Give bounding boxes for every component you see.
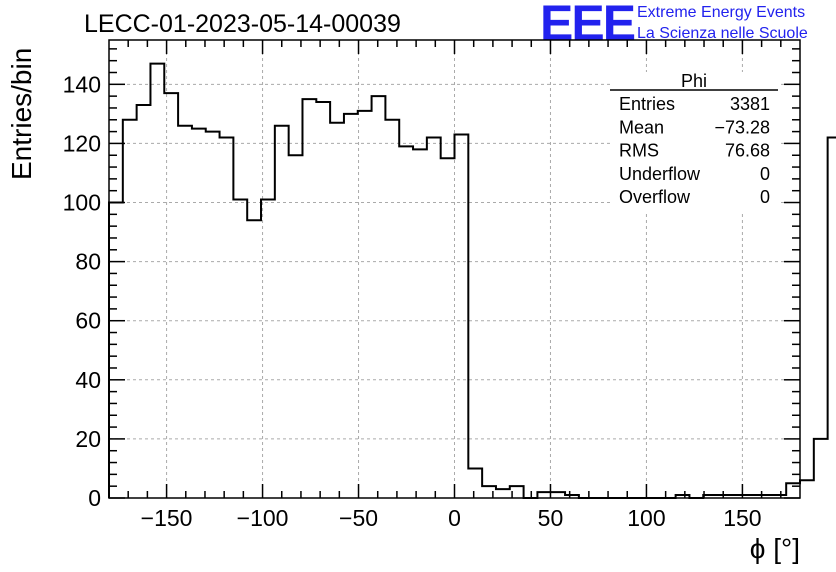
stats-label: RMS	[619, 141, 659, 161]
y-tick-label: 60	[75, 308, 101, 334]
logo-subtitle-line2: La Scienza nelle Scuole	[637, 25, 808, 42]
tick-labels: −150 −100 −50 0 50 100 150 0 20 40 60 80 100 120 140	[63, 71, 762, 531]
stats-label: Underflow	[619, 164, 701, 184]
y-tick-label: 0	[88, 485, 101, 511]
stats-label: Mean	[619, 117, 664, 137]
stats-value: 0	[760, 164, 770, 184]
stats-value: 0	[760, 187, 770, 207]
y-axis-title: Entries/bin	[6, 48, 37, 180]
x-tick-label: 0	[448, 505, 461, 531]
stats-label: Entries	[619, 94, 675, 114]
logo-subtitle-line1: Extreme Energy Events	[637, 4, 806, 21]
x-tick-label: 100	[627, 505, 665, 531]
x-tick-label: 50	[538, 505, 564, 531]
stats-rows: Entries 3381 Mean −73.28 RMS 76.68 Underflow 0 O…	[619, 94, 770, 207]
y-tick-label: 80	[75, 249, 101, 275]
stats-value: 3381	[730, 94, 770, 114]
x-axis-title: ϕ [°]	[750, 533, 800, 564]
y-tick-label: 20	[75, 426, 101, 452]
stats-box: Phi Entries 3381 Mean −73.28 RMS 76.68 Underfl…	[610, 71, 778, 212]
axes	[108, 39, 801, 499]
stats-box-background	[610, 72, 778, 212]
x-tick-label: −50	[339, 505, 378, 531]
stats-value: 76.68	[725, 141, 770, 161]
stats-value: −73.28	[714, 117, 770, 137]
x-tick-label: −100	[237, 505, 289, 531]
stats-box-title: Phi	[681, 71, 707, 91]
y-tick-label: 40	[75, 367, 101, 393]
grid-lines	[109, 40, 800, 498]
x-tick-label: −150	[141, 505, 193, 531]
y-tick-label: 120	[63, 130, 101, 156]
x-tick-label: 150	[723, 505, 761, 531]
stats-label: Overflow	[619, 187, 691, 207]
chart-title: LECC-01-2023-05-14-00039	[84, 10, 401, 38]
y-tick-label: 140	[63, 71, 101, 97]
y-tick-label: 100	[63, 190, 101, 216]
